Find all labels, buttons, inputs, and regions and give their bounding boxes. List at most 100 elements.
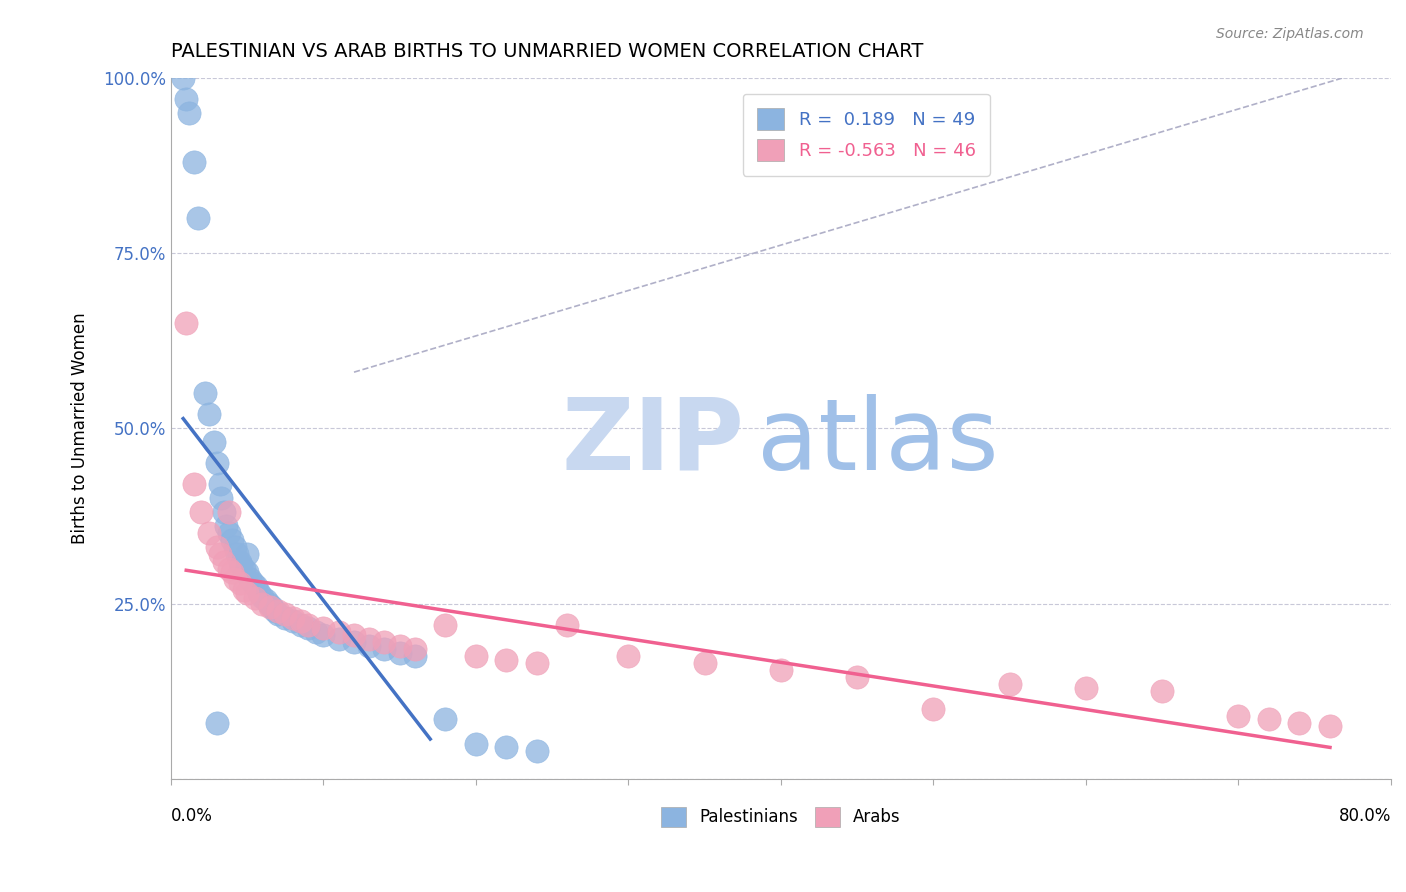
Point [198, 526, 221, 541]
Text: PALESTINIAN VS ARAB BIRTHS TO UNMARRIED WOMEN CORRELATION CHART: PALESTINIAN VS ARAB BIRTHS TO UNMARRIED … [172, 42, 924, 61]
Point [281, 610, 304, 624]
Point [495, 653, 517, 667]
Point [183, 154, 205, 169]
Point [215, 519, 238, 533]
Point [236, 548, 259, 562]
Point [434, 617, 457, 632]
Point [218, 561, 240, 575]
Point [174, 316, 197, 330]
Point [557, 617, 579, 632]
Point [208, 548, 231, 562]
Point [434, 712, 457, 726]
Point [495, 740, 517, 755]
Point [190, 505, 212, 519]
Point [257, 597, 280, 611]
Point [221, 565, 243, 579]
Point [205, 715, 228, 730]
Text: 0.0%: 0.0% [172, 807, 212, 825]
Point [208, 477, 231, 491]
Point [328, 632, 350, 646]
Point [260, 600, 283, 615]
Point [404, 642, 426, 657]
Point [297, 621, 319, 635]
Point [465, 649, 488, 664]
Point [243, 591, 266, 605]
Point [526, 744, 548, 758]
Point [225, 548, 247, 562]
Point [218, 526, 240, 541]
Point [231, 558, 253, 572]
Point [343, 628, 366, 642]
Point [236, 565, 259, 579]
Point [693, 656, 716, 670]
Point [233, 561, 256, 575]
Text: ZIP: ZIP [561, 393, 744, 491]
Point [259, 600, 281, 615]
Point [252, 597, 274, 611]
Point [239, 572, 262, 586]
Text: 80.0%: 80.0% [1339, 807, 1391, 825]
Point [312, 621, 335, 635]
Point [263, 604, 285, 618]
Point [328, 624, 350, 639]
Point [267, 604, 290, 618]
Point [179, 105, 201, 120]
Point [228, 575, 250, 590]
Point [1258, 712, 1281, 726]
Point [1288, 715, 1310, 730]
Point [202, 435, 225, 450]
Point [183, 477, 205, 491]
Point [218, 505, 240, 519]
Point [1227, 708, 1250, 723]
Point [252, 590, 274, 604]
Point [228, 554, 250, 568]
Point [305, 624, 328, 639]
Point [245, 579, 267, 593]
Point [187, 211, 209, 225]
Point [281, 614, 304, 628]
Point [290, 614, 312, 628]
Point [388, 646, 411, 660]
Point [209, 491, 232, 506]
Point [224, 541, 246, 555]
Point [388, 639, 411, 653]
Point [221, 533, 243, 548]
Legend: Palestinians, Arabs: Palestinians, Arabs [654, 800, 907, 834]
Point [404, 649, 426, 664]
Point [1152, 684, 1174, 698]
Point [373, 635, 395, 649]
Point [172, 70, 194, 85]
Point [249, 586, 271, 600]
Point [236, 586, 259, 600]
Text: atlas: atlas [756, 393, 998, 491]
Point [242, 575, 264, 590]
Point [769, 663, 792, 677]
Point [526, 656, 548, 670]
Y-axis label: Births to Unmarried Women: Births to Unmarried Women [72, 312, 89, 544]
Point [1319, 719, 1341, 733]
Point [373, 642, 395, 657]
Point [174, 92, 197, 106]
Point [297, 617, 319, 632]
Point [312, 628, 335, 642]
Text: Source: ZipAtlas.com: Source: ZipAtlas.com [1216, 27, 1364, 41]
Point [205, 541, 228, 555]
Point [193, 386, 215, 401]
Point [343, 635, 366, 649]
Point [267, 607, 290, 621]
Point [359, 632, 381, 646]
Point [998, 677, 1021, 691]
Point [224, 572, 246, 586]
Point [274, 607, 297, 621]
Point [214, 554, 236, 568]
Point [205, 456, 228, 470]
Point [214, 505, 236, 519]
Point [290, 617, 312, 632]
Point [274, 610, 297, 624]
Point [359, 639, 381, 653]
Point [1074, 681, 1097, 695]
Point [846, 670, 869, 684]
Point [198, 407, 221, 421]
Point [922, 702, 945, 716]
Point [233, 582, 256, 597]
